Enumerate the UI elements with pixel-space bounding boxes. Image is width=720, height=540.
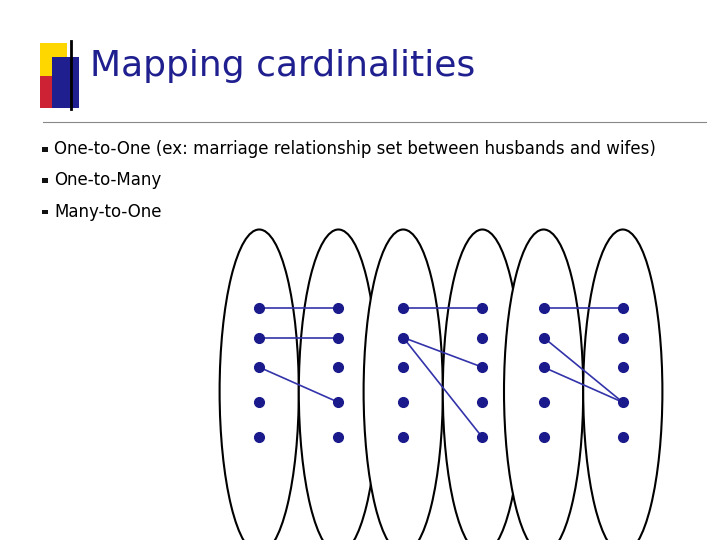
Bar (42, 178, 48, 183)
Ellipse shape (504, 230, 583, 540)
Ellipse shape (583, 230, 662, 540)
Ellipse shape (299, 230, 378, 540)
Ellipse shape (220, 230, 299, 540)
Bar (52, 57, 79, 108)
Text: Mapping cardinalities: Mapping cardinalities (90, 49, 475, 83)
Bar (42, 210, 48, 214)
Text: One-to-Many: One-to-Many (54, 171, 161, 190)
Text: Many-to-One: Many-to-One (54, 202, 161, 221)
Text: One-to-One (ex: marriage relationship set between husbands and wifes): One-to-One (ex: marriage relationship se… (54, 140, 656, 158)
Ellipse shape (364, 230, 443, 540)
Bar (40, 76, 67, 108)
Ellipse shape (443, 230, 522, 540)
Bar (40, 43, 67, 84)
Bar (42, 147, 48, 152)
